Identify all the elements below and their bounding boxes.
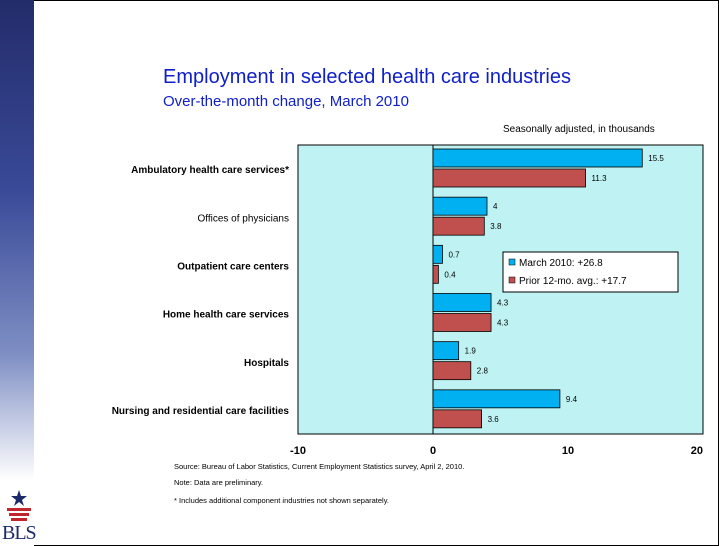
- preliminary-note: Note: Data are preliminary.: [174, 478, 264, 487]
- bar: [432, 361, 472, 381]
- category-label: Outpatient care centers: [177, 261, 289, 272]
- bar: [432, 196, 488, 216]
- category-label: Nursing and residential care facilities: [112, 406, 290, 417]
- data-label: 4: [493, 202, 498, 211]
- x-tick-label: 0: [430, 445, 436, 457]
- data-label: 1.9: [465, 347, 477, 356]
- category-label: Hospitals: [244, 358, 289, 369]
- sidebar-band: [0, 0, 34, 546]
- legend-label: Prior 12-mo. avg.: +17.7: [519, 276, 627, 287]
- bar: [432, 293, 492, 312]
- data-label: 3.8: [490, 222, 502, 231]
- chart-subtitle: Over-the-month change, March 2010: [163, 93, 409, 110]
- asterisk-note: * Includes additional component industri…: [174, 496, 389, 505]
- bar: [432, 168, 586, 188]
- category-label: Offices of physicians: [197, 213, 289, 224]
- data-label: 0.4: [444, 270, 456, 279]
- bar: [432, 409, 482, 429]
- category-label: Home health care services: [163, 310, 290, 321]
- bls-logo-text: BLS: [2, 522, 37, 544]
- chart-title: Employment in selected health care indus…: [163, 66, 571, 88]
- data-label: 0.7: [448, 250, 460, 259]
- data-label: 4.3: [497, 319, 509, 328]
- data-label: 9.4: [566, 395, 578, 404]
- source-note: Source: Bureau of Labor Statistics, Curr…: [174, 462, 465, 471]
- data-label: 11.3: [592, 174, 608, 183]
- data-label: 15.5: [648, 154, 664, 163]
- bar: [432, 244, 443, 264]
- x-tick-label: 20: [691, 445, 703, 457]
- data-label: 3.6: [488, 415, 500, 424]
- bar: [432, 389, 561, 409]
- legend-swatch: [508, 276, 516, 284]
- x-tick-label: -10: [290, 445, 306, 457]
- legend-swatch: [508, 258, 516, 266]
- bar: [432, 264, 439, 284]
- bar: [432, 148, 643, 168]
- category-label: Ambulatory health care services*: [131, 165, 289, 176]
- bls-logo-icon: [7, 490, 31, 521]
- legend-label: March 2010: +26.8: [519, 258, 603, 269]
- bar: [432, 341, 460, 361]
- data-label: 2.8: [477, 367, 489, 376]
- x-tick-label: 10: [562, 445, 574, 457]
- legend-box: [502, 251, 679, 293]
- bar: [432, 216, 485, 236]
- bar: [432, 313, 492, 332]
- units-note: Seasonally adjusted, in thousands: [503, 124, 655, 135]
- data-label: 4.3: [497, 299, 509, 308]
